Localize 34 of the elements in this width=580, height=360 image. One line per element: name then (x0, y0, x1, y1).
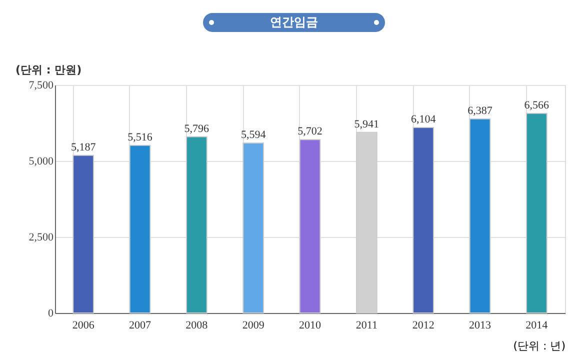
y-tick-label: 2,500 (28, 232, 54, 244)
chart-title: 연간임금 (270, 15, 318, 29)
bar (412, 126, 434, 314)
bar (186, 136, 208, 314)
x-tick-label: 2012 (412, 320, 434, 332)
data-label: 5,187 (70, 141, 96, 154)
data-label: 6,104 (410, 113, 436, 126)
bar (72, 154, 94, 314)
x-axis-title: (단위 : 년) (513, 340, 566, 352)
y-tick-label: 5,000 (28, 156, 54, 168)
x-tick-label: 2010 (299, 320, 322, 332)
bar (356, 132, 378, 314)
bar (242, 142, 264, 314)
data-label: 5,796 (184, 122, 210, 135)
x-tick-label: 2007 (129, 320, 152, 332)
y-tick-label: 0 (48, 308, 54, 320)
bar (526, 112, 548, 314)
data-label: 6,566 (524, 99, 550, 112)
bar (129, 144, 151, 314)
bar (469, 118, 491, 314)
x-tick-label: 2013 (469, 320, 492, 332)
x-tick-label: 2008 (186, 320, 208, 332)
x-tick-label: 2006 (72, 320, 95, 332)
y-axis-title: (단위 : 만원) (16, 64, 82, 76)
bar (299, 139, 321, 314)
data-label: 6,387 (468, 104, 493, 117)
x-tick-label: 2014 (526, 320, 548, 332)
x-tick-label: 2011 (356, 320, 378, 332)
y-tick-label: 7,500 (28, 80, 54, 92)
x-tick-label: 2009 (242, 320, 265, 332)
data-label: 5,941 (354, 118, 380, 130)
data-label: 5,702 (298, 126, 322, 138)
data-label: 5,594 (240, 128, 266, 141)
data-label: 5,516 (128, 131, 153, 144)
